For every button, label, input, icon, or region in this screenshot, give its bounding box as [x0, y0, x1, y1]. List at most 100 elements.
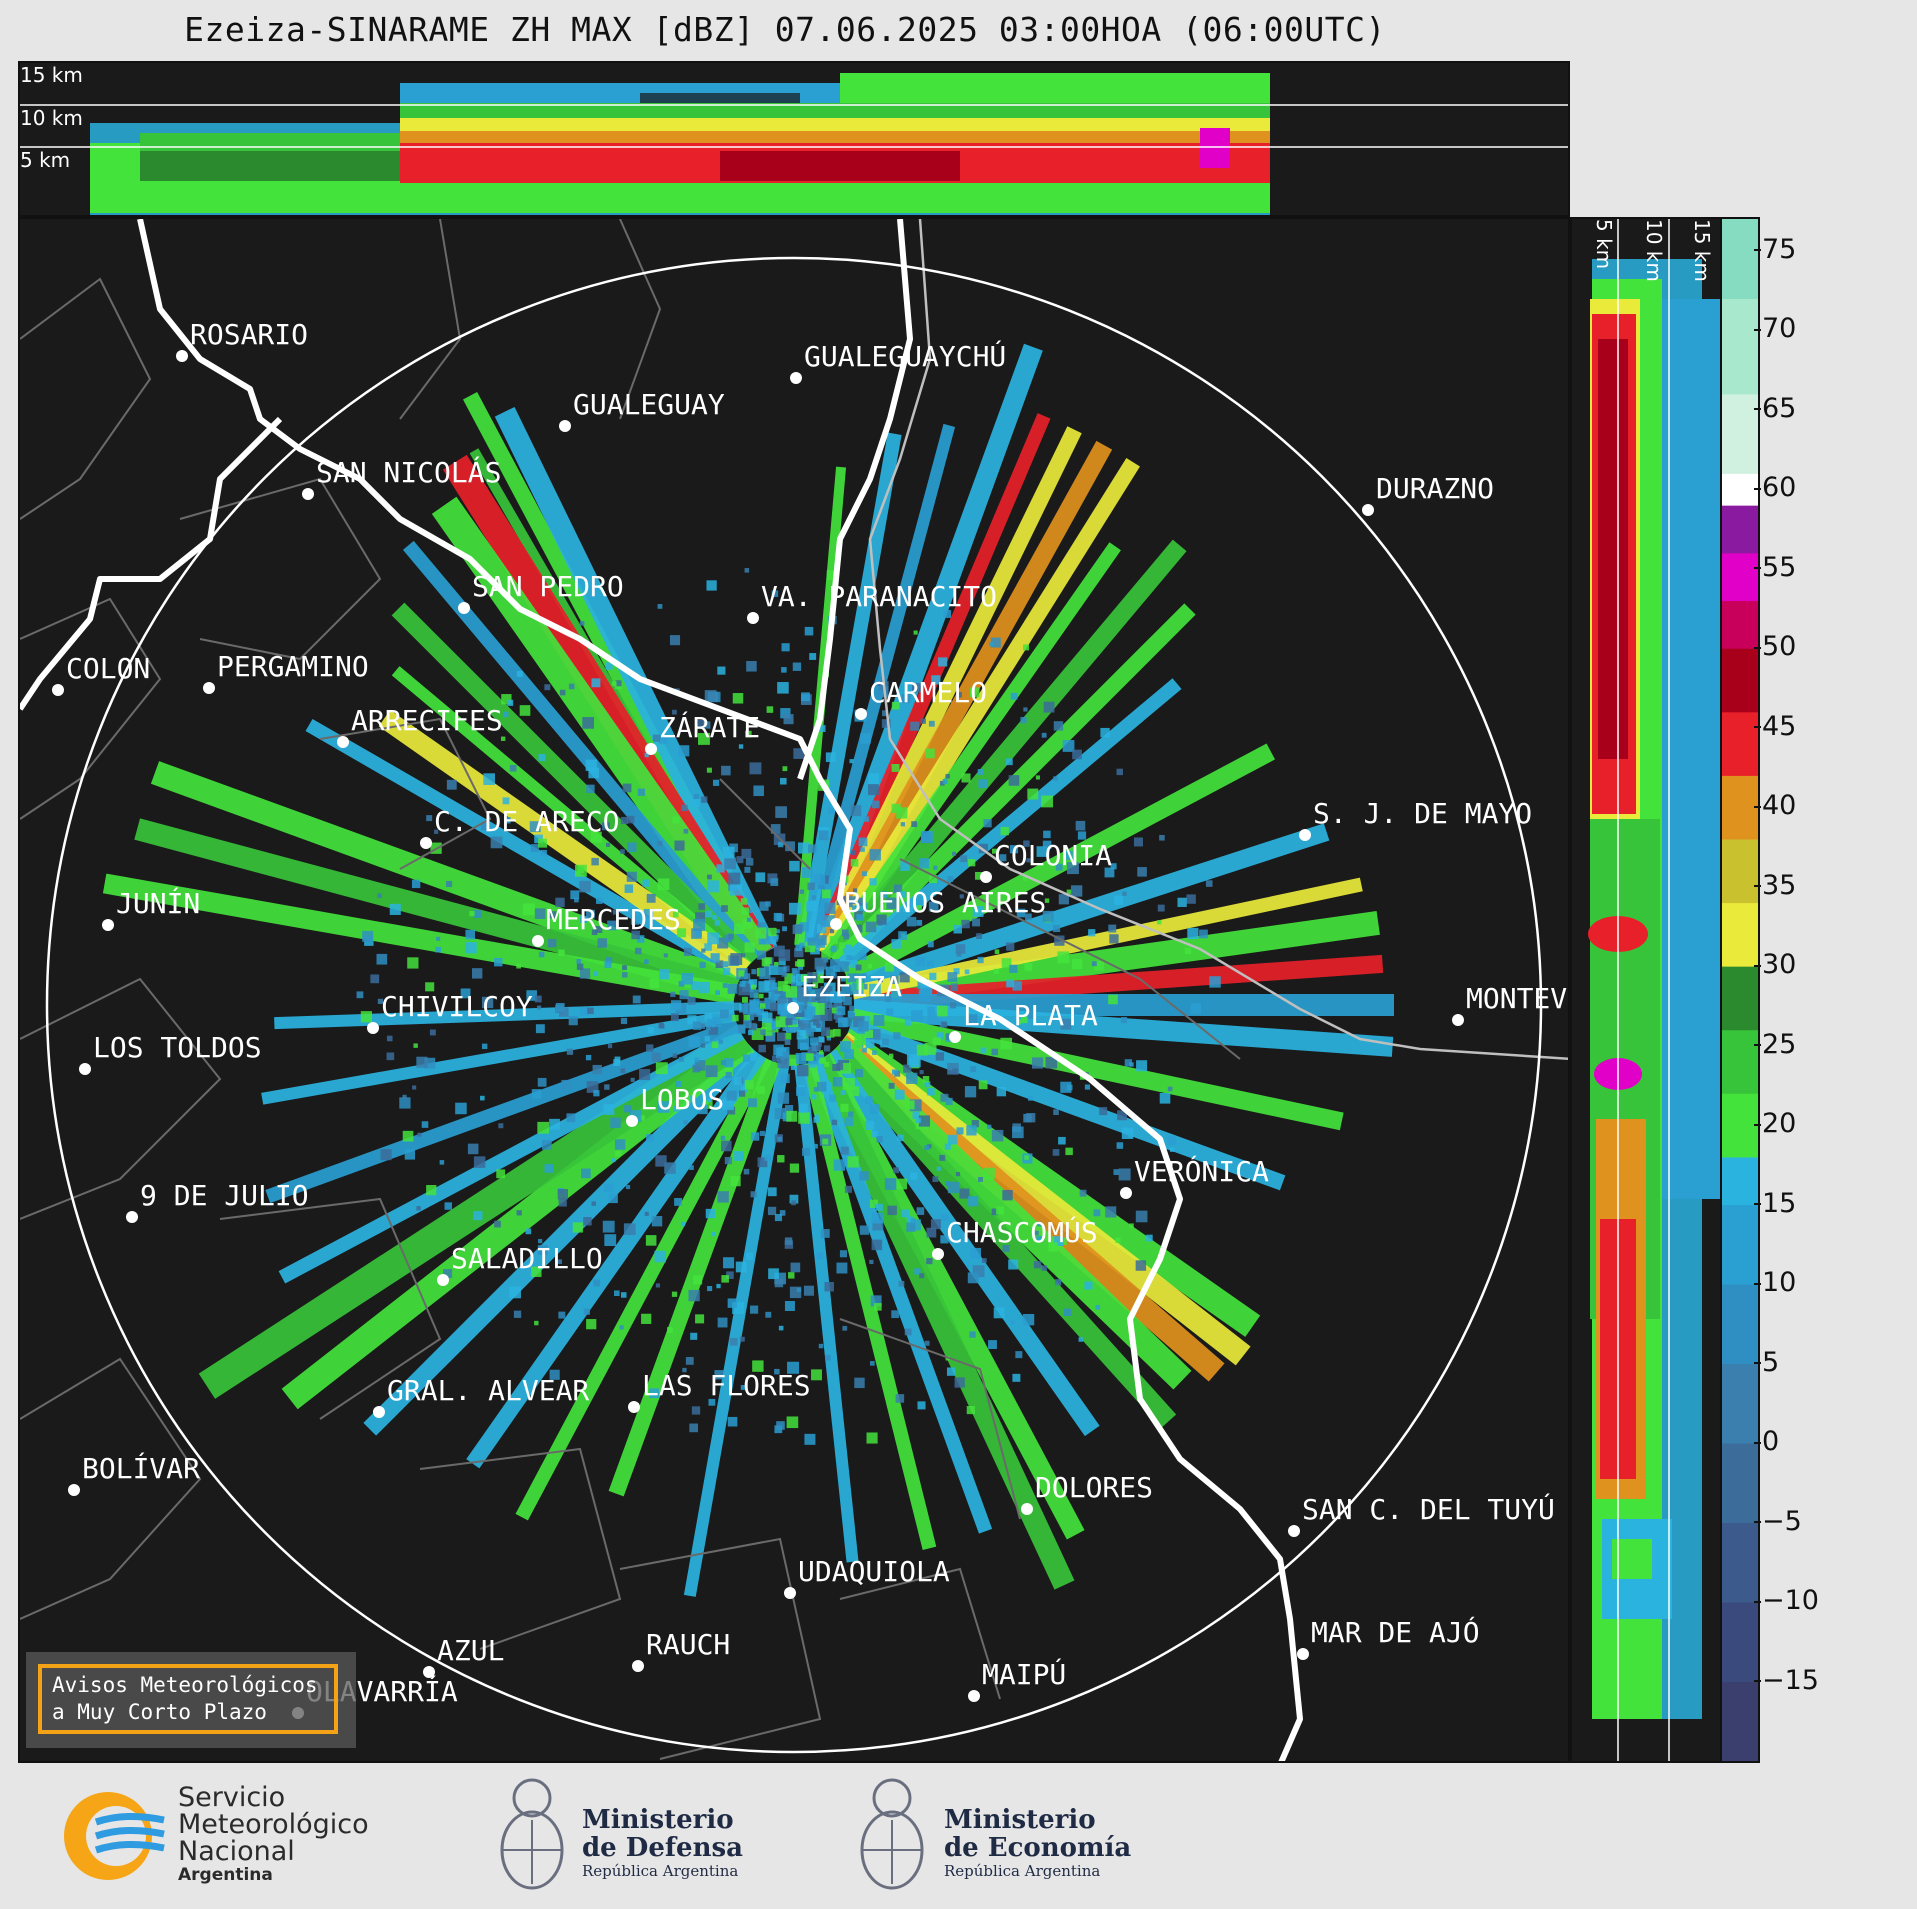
city-marker — [126, 1211, 138, 1223]
top-altitude-label-5: 5 km — [20, 148, 71, 172]
city-marker — [949, 1031, 961, 1043]
colorbar-tick-label: 10 — [1753, 1267, 1797, 1299]
radar-echo-ray — [851, 877, 1363, 1000]
economia-line-1: Ministerio — [944, 1805, 1096, 1835]
colorbar-segment — [1722, 902, 1758, 967]
avisos-line-1: Avisos Meteorológicos — [52, 1673, 318, 1697]
radar-echo-ray — [363, 1041, 758, 1436]
colorbar-tick-label: 55 — [1753, 551, 1797, 583]
colorbar-tick-label: 15 — [1753, 1187, 1797, 1219]
radar-echo-ray — [391, 602, 758, 969]
radar-echo-ray — [794, 1064, 859, 1563]
city-marker — [79, 1063, 91, 1075]
city-marker — [302, 488, 314, 500]
city-marker — [532, 935, 544, 947]
city-marker — [1120, 1187, 1132, 1199]
city-label: PERGAMINO — [217, 650, 369, 683]
radar-echo-ray — [826, 1042, 1177, 1428]
city-marker — [1362, 504, 1374, 516]
city-label: GRAL. ALVEAR — [387, 1374, 590, 1407]
city-label: 9 DE JULIO — [140, 1179, 309, 1212]
colorbar-tick-label: 65 — [1753, 392, 1797, 424]
city-marker — [1021, 1503, 1033, 1515]
colorbar-tick-label: 70 — [1753, 313, 1797, 345]
radar-echo-ray — [851, 911, 1380, 1009]
radar-echo-ray — [805, 343, 1043, 953]
city-marker — [559, 420, 571, 432]
colorbar-segment — [1722, 1029, 1758, 1094]
colorbar-tick-label: −15 — [1754, 1664, 1819, 1696]
page-title: Ezeiza-SINARAME ZH MAX [dBZ] 07.06.2025 … — [184, 10, 1386, 49]
colorbar-tick-label: 30 — [1753, 949, 1797, 981]
city-label: UDAQUIOLA — [798, 1555, 950, 1588]
radar-echo-ray — [515, 1054, 773, 1521]
city-marker — [787, 1002, 799, 1014]
radar-echo-ray — [431, 496, 772, 965]
radar-echo-ray — [402, 540, 761, 964]
avisos-box[interactable]: Avisos Meteorológicos a Muy Corto Plazo — [26, 1652, 356, 1748]
avisos-box-frame[interactable]: Avisos Meteorológicos a Muy Corto Plazo — [38, 1664, 338, 1734]
radar-echo-ray — [797, 432, 902, 948]
colorbar-segment — [1722, 1602, 1758, 1683]
radar-echo-ray — [683, 1063, 790, 1597]
radar-echo-ray — [134, 818, 739, 1001]
city-label: GUALEGUAY — [573, 388, 725, 421]
city-label: BOLÍVAR — [82, 1452, 201, 1485]
radar-map[interactable]: ROSARIO GUALEGUAYCHÚ GUALEGUAY SAN NICOLÁS D… — [18, 217, 1570, 1763]
city-marker — [645, 743, 657, 755]
city-marker — [102, 919, 114, 931]
top-altitude-label-10: 10 km — [20, 106, 83, 130]
city-marker — [830, 918, 842, 930]
city-marker — [52, 684, 64, 696]
radar-echo-ray — [835, 678, 1182, 972]
radar-echo-ray — [274, 1001, 735, 1030]
colorbar-tick-label: 40 — [1753, 790, 1797, 822]
city-label: CARMELO — [869, 676, 988, 709]
city-marker — [784, 1587, 796, 1599]
city-label: ROSARIO — [190, 318, 309, 351]
city-marker — [1297, 1648, 1309, 1660]
smn-line-3: Nacional — [178, 1836, 295, 1867]
colorbar-tick-label: 45 — [1753, 710, 1797, 742]
city-marker — [176, 350, 188, 362]
top-cross-section-panel: 15 km 10 km 5 km — [18, 61, 1570, 217]
colorbar-tick-label: 25 — [1753, 1028, 1797, 1060]
city-label: CHIVILCOY — [381, 990, 533, 1023]
colorbar-tick-label: 60 — [1753, 472, 1797, 504]
city-label: S. J. DE MAYO — [1313, 797, 1533, 830]
colorbar-segment — [1722, 1363, 1758, 1444]
colorbar-tick-label: 50 — [1753, 631, 1797, 663]
city-label: VERÓNICA — [1134, 1155, 1269, 1188]
city-marker — [626, 1115, 638, 1127]
radar-echo-ray — [850, 1008, 1344, 1131]
colorbar-segment — [1722, 393, 1758, 474]
city-label: MAR DE AJÓ — [1311, 1616, 1480, 1649]
defensa-line-1: Ministerio — [582, 1805, 734, 1835]
colorbar-segment — [1722, 219, 1758, 299]
uruguay-river — [868, 219, 1568, 1060]
city-label: COLON — [66, 652, 151, 685]
city-label: SALADILLO — [451, 1242, 603, 1275]
colorbar-tick-label: 20 — [1753, 1108, 1797, 1140]
city-label: MONTEV — [1466, 982, 1568, 1015]
city-label: GUALEGUAYCHÚ — [804, 340, 1007, 373]
colorbar-segment — [1722, 298, 1758, 395]
city-marker — [420, 837, 432, 849]
smn-line-2: Meteorológico — [178, 1809, 369, 1840]
colorbar-tick-label: −5 — [1754, 1505, 1802, 1537]
range-ring — [45, 256, 1543, 1754]
smn-line-4: Argentina — [178, 1865, 273, 1885]
economia-line-2: de Economía — [944, 1833, 1132, 1863]
side-altitude-label-10: 10 km — [1642, 219, 1666, 282]
colorbar-segment — [1722, 1443, 1758, 1524]
radar-echo-ray — [819, 458, 1140, 959]
city-label: SAN PEDRO — [472, 570, 624, 603]
colorbar-segment — [1722, 1284, 1758, 1365]
colorbar-segment — [1722, 648, 1758, 713]
reflectivity-colorbar — [1720, 217, 1760, 1763]
economia-sub: República Argentina — [944, 1862, 1101, 1880]
city-label: EZEIZA — [801, 970, 903, 1003]
city-marker — [628, 1401, 640, 1413]
city-label: SAN C. DEL TUYÚ — [1302, 1493, 1555, 1526]
city-label: COLONIA — [994, 839, 1113, 872]
